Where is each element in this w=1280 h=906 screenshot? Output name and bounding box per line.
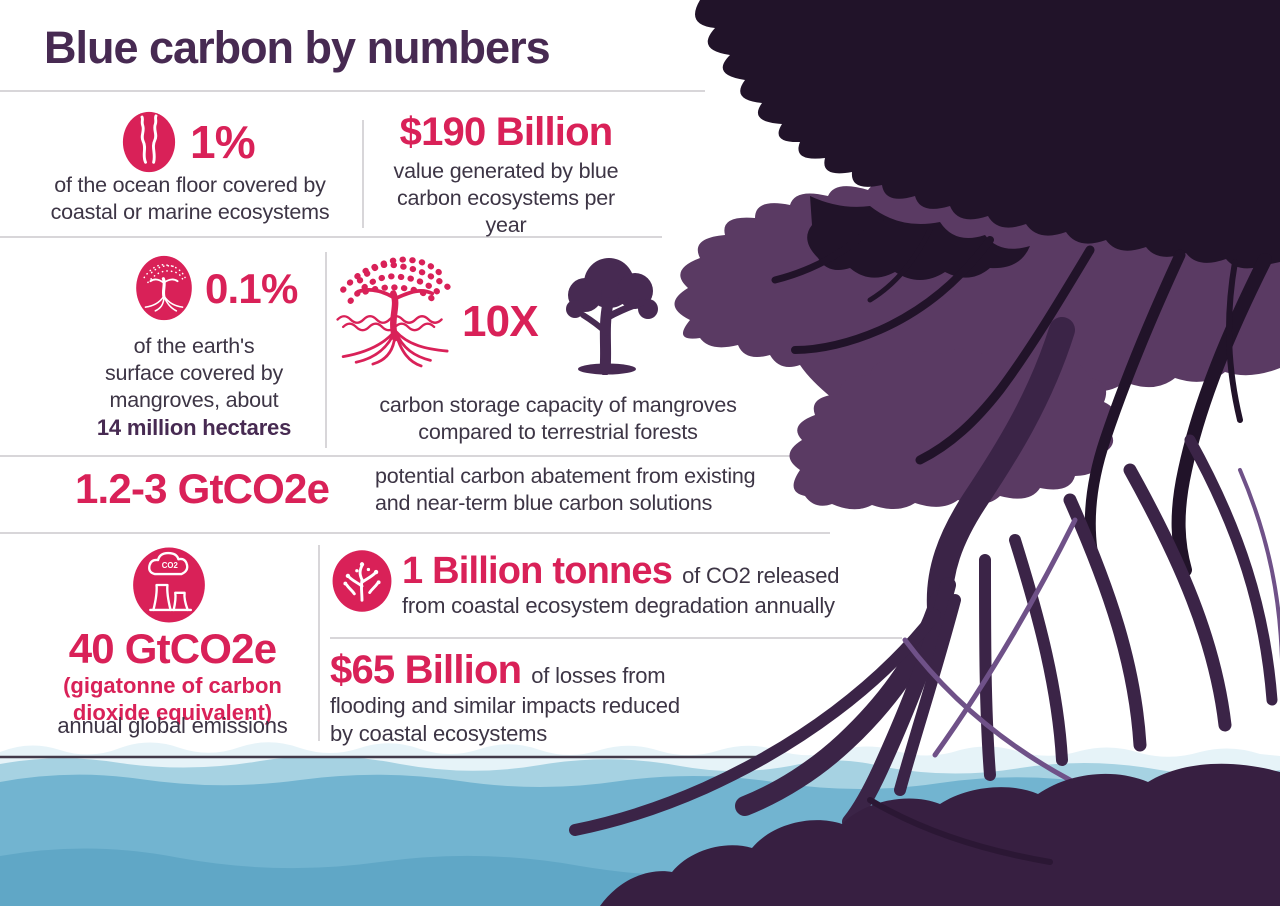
divider <box>362 120 364 228</box>
stat-abatement-value: 1.2-3 GtCO2e <box>75 465 330 512</box>
stat-earth-surface-bold: 14 million hectares <box>96 415 292 440</box>
divider <box>0 90 705 92</box>
terrestrial-tree-icon <box>566 258 658 375</box>
stat-co2-released: 1 Billion tonnes of CO2 released <box>402 550 840 592</box>
stat-losses-caption: flooding and similar impacts reduced by … <box>330 693 680 746</box>
stat-ocean-floor-caption: of the ocean floor covered by coastal or… <box>50 173 330 224</box>
factory-icon: CO2 <box>133 547 205 623</box>
stat-value-generated-caption: value generated by blue carbon ecosystem… <box>393 159 619 237</box>
stat-abatement-caption: potential carbon abatement from existing… <box>375 464 756 515</box>
stat-value-generated: $190 Billion <box>399 110 614 154</box>
stat-co2-released-caption2: from coastal ecosystem degradation annua… <box>402 593 835 618</box>
mangrove-circle-icon <box>136 255 192 321</box>
stat-storage-value: 10X <box>462 297 539 346</box>
stat-earth-surface-value: 0.1% <box>205 265 298 312</box>
page-title: Blue carbon by numbers <box>44 22 551 73</box>
divider <box>325 252 327 448</box>
stat-emissions-caption: annual global emissions <box>57 713 288 738</box>
stat-losses: $65 Billion of losses from <box>330 648 666 692</box>
divider <box>0 236 662 238</box>
coral-icon <box>332 550 392 612</box>
stat-emissions-value: 40 GtCO2e <box>68 625 277 672</box>
divider <box>0 532 830 534</box>
stat-ocean-floor-value: 1% <box>190 116 256 168</box>
stat-emissions-sub: (gigatonne of carbon dioxide equivalent) <box>63 673 282 725</box>
divider <box>330 637 902 639</box>
seaweed-icon <box>122 111 176 173</box>
big-tree-illustration <box>569 0 1280 906</box>
factory-cloud-label: CO2 <box>162 561 179 570</box>
mangrove-illustration <box>336 256 453 368</box>
stat-earth-surface-caption: of the earth's surface covered by mangro… <box>60 333 328 441</box>
stat-storage-caption: carbon storage capacity of mangroves com… <box>379 393 737 444</box>
divider <box>0 455 792 457</box>
divider <box>318 545 320 741</box>
